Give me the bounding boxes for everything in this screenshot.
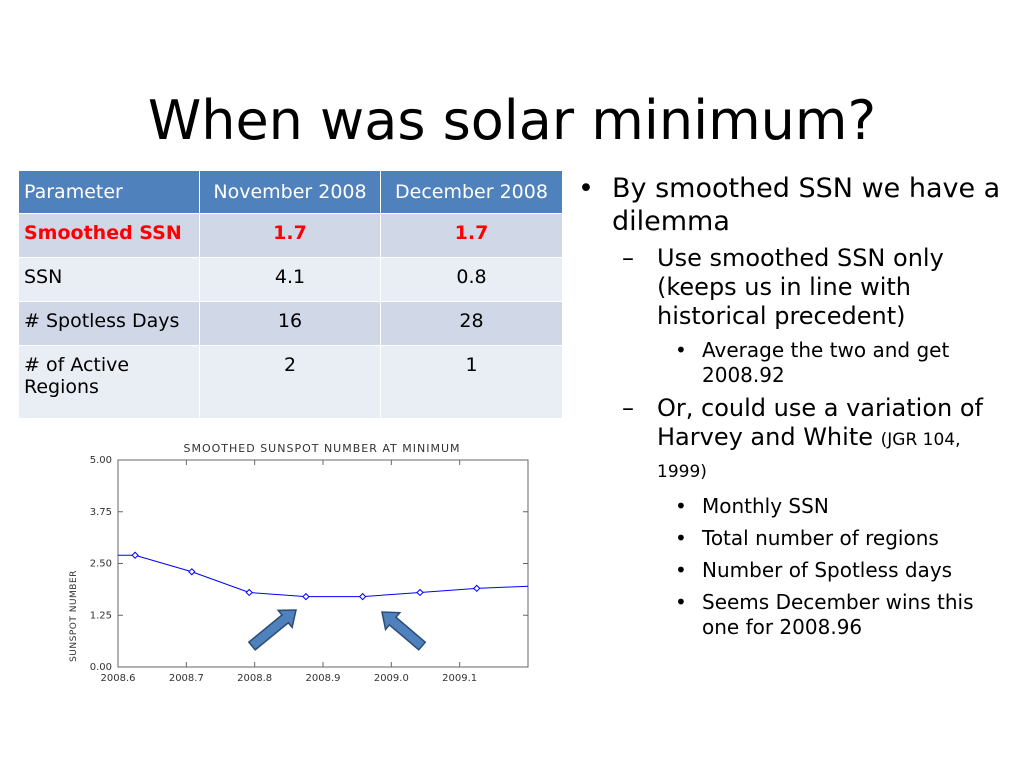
bullet-item: By smoothed SSN we have a dilemma: [570, 172, 1010, 238]
x-tick-label: 2009.1: [442, 673, 477, 684]
x-tick-label: 2008.7: [169, 673, 204, 684]
table-cell: SSN: [18, 257, 200, 302]
data-point: [245, 588, 253, 597]
sub-sub-bullet-item: Number of Spotless days: [570, 558, 1010, 583]
table-cell: 0.8: [380, 257, 563, 302]
table-header-cell: Parameter: [18, 170, 200, 214]
pointer-arrow: [381, 611, 427, 651]
table-cell: 4.1: [199, 257, 381, 302]
data-point: [416, 588, 424, 597]
sunspot-line-chart: SMOOTHED SUNSPOT NUMBER AT MINIMUM SUNSP…: [69, 442, 529, 684]
y-tick-label: 3.75: [90, 507, 112, 518]
table-cell: Smoothed SSN: [18, 213, 200, 258]
sub-sub-bullet-item: Average the two and get 2008.92: [570, 338, 1010, 388]
pointer-arrow: [247, 609, 297, 651]
table-header-cell: November 2008: [199, 170, 381, 214]
bullet-text: Use smoothed SSN only (keeps us in line …: [657, 244, 944, 330]
bullet-text: Average the two and get 2008.92: [702, 338, 950, 387]
bullet-text: Monthly SSN: [702, 494, 829, 518]
table-row: Smoothed SSN 1.7 1.7: [18, 213, 563, 258]
bullet-text: Seems December wins this one for 2008.96: [702, 590, 974, 639]
series-line: [118, 554, 529, 598]
table-row: # Spotless Days 16 28: [18, 301, 563, 346]
chart-y-axis-label: SUNSPOT NUMBER: [69, 570, 79, 662]
data-point: [302, 592, 310, 601]
table-cell: 28: [380, 301, 563, 346]
y-tick-label: 5.00: [90, 455, 112, 466]
sub-bullet-item: Use smoothed SSN only (keeps us in line …: [570, 244, 1010, 331]
chart-title: SMOOTHED SUNSPOT NUMBER AT MINIMUM: [184, 442, 461, 455]
table-cell: 2: [199, 345, 381, 419]
data-point: [473, 584, 481, 593]
data-point: [131, 551, 139, 559]
y-tick-label: 0.00: [90, 662, 112, 673]
table-cell: 1.7: [380, 213, 563, 258]
table-cell: 1: [380, 345, 563, 419]
data-point: [188, 568, 196, 576]
sub-sub-bullet-item: Total number of regions: [570, 526, 1010, 551]
bullet-text: By smoothed SSN we have a dilemma: [612, 173, 1001, 237]
x-tick-label: 2008.9: [306, 673, 341, 684]
slide-title: When was solar minimum?: [147, 89, 877, 153]
table-row: # of Active Regions 2 1: [18, 345, 563, 419]
table-header-cell: December 2008: [380, 170, 563, 214]
parameter-table: Parameter November 2008 December 2008 Sm…: [18, 170, 563, 419]
data-point: [358, 592, 367, 601]
x-tick-label: 2009.0: [374, 673, 409, 684]
bullet-text: Total number of regions: [702, 526, 939, 550]
sub-sub-bullet-item: Seems December wins this one for 2008.96: [570, 590, 1010, 640]
y-tick-label: 2.50: [90, 559, 112, 570]
y-tick-label: 1.25: [90, 610, 112, 621]
bullet-text: Or, could use a variation of Harvey and …: [657, 394, 983, 451]
table-cell: 16: [199, 301, 381, 346]
table-cell: # Spotless Days: [18, 301, 200, 346]
reference-text: (JGR 104, 1999): [657, 430, 961, 482]
table-header-row: Parameter November 2008 December 2008: [18, 170, 563, 214]
x-tick-label: 2008.6: [101, 673, 136, 684]
table-row: SSN 4.1 0.8: [18, 257, 563, 302]
sub-bullet-item: Or, could use a variation of Harvey and …: [570, 394, 1010, 487]
table-cell: # of Active Regions: [18, 345, 200, 419]
x-tick-label: 2008.8: [237, 673, 272, 684]
bullet-text: Number of Spotless days: [702, 558, 953, 582]
table-cell: 1.7: [199, 213, 381, 258]
sub-sub-bullet-item: Monthly SSN: [570, 494, 1010, 519]
plot-frame: [117, 459, 529, 668]
bullet-list: By smoothed SSN we have a dilemma Use sm…: [570, 172, 1010, 640]
